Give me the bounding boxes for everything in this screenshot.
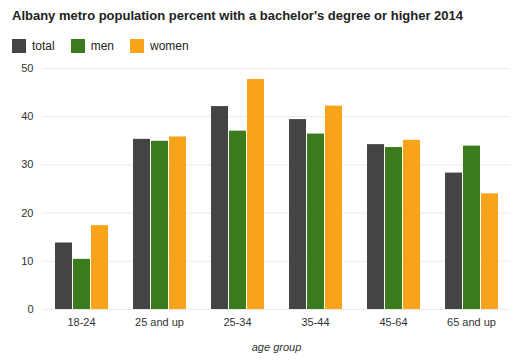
- html-text:total: total: [32, 39, 55, 53]
- svg-text:50: 50: [21, 62, 33, 74]
- svg-text:0: 0: [27, 303, 33, 315]
- svg-text:45-64: 45-64: [379, 316, 407, 328]
- svg-text:35-44: 35-44: [301, 316, 329, 328]
- svg-text:10: 10: [21, 255, 33, 267]
- svg-text:65 and up: 65 and up: [447, 316, 496, 328]
- svg-text:40: 40: [21, 110, 33, 122]
- html-text:men: men: [90, 39, 114, 53]
- svg-text:25-34: 25-34: [223, 316, 251, 328]
- svg-text:age group: age group: [252, 341, 302, 353]
- svg-text:25 and up: 25 and up: [135, 316, 184, 328]
- html-text:Albany metro population percen: Albany metro population percent with a b…: [12, 8, 463, 23]
- svg-text:30: 30: [21, 158, 33, 170]
- svg-text:18-24: 18-24: [67, 316, 95, 328]
- svg-text:20: 20: [21, 207, 33, 219]
- html-text:women: women: [150, 39, 189, 53]
